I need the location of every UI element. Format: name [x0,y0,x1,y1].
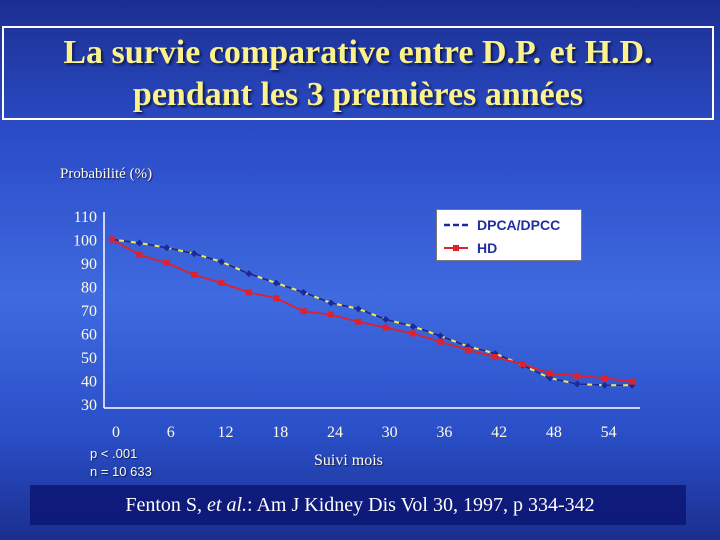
sample-size-note: n = 10 633 [90,464,152,479]
series-line-hd [111,238,633,383]
data-point-dpca-8 [327,299,335,307]
citation-authors: Fenton S, [125,494,208,516]
data-point-dpca-12 [436,332,444,340]
series-line-dpca-base [111,238,632,387]
x-tick-label-36: 36 [436,424,452,441]
citation-rest: : Am J Kidney Dis Vol 30, 1997, p 334-34… [247,494,595,516]
x-tick-label-24: 24 [327,424,343,441]
data-point-hd-10 [382,324,389,331]
data-point-dpca-6 [272,279,280,287]
data-point-hd-2 [163,260,170,266]
y-tick-label-80: 80 [81,280,97,297]
slide-title: La survie comparative entre D.P. et H.D.… [2,26,714,120]
y-tick-label-100: 100 [73,233,97,250]
data-point-hd-7 [300,308,307,315]
data-point-hd-11 [410,330,417,337]
data-point-dpca-4 [217,258,225,266]
y-axis-label: Probabilité (%) [60,166,153,182]
data-point-dpca-3 [190,250,198,258]
legend-item-dpca: DPCA/DPCC [443,215,560,235]
legend-label-hd: HD [477,240,498,256]
x-axis-label: Suivi mois [314,452,383,469]
data-point-hd-17 [574,372,581,379]
data-point-hd-15 [519,361,526,368]
x-tick-label-0: 0 [112,424,120,441]
data-point-hd-5 [245,289,252,296]
series-line-dpca [111,238,632,387]
x-tick-label-48: 48 [546,424,562,441]
data-point-dpca-10 [382,315,390,323]
citation-etal: et al. [207,494,248,516]
data-point-dpca-7 [300,288,308,296]
title-line-2: pendant les 3 premières années [132,76,584,113]
data-point-hd-18 [601,375,608,382]
legend-label-dpca: DPCA/DPCC [477,217,561,233]
data-point-hd-19 [629,378,635,385]
data-point-dpca-11 [409,322,417,330]
legend-item-hd: HD [443,238,497,258]
y-tick-label-90: 90 [81,256,97,273]
y-tick-label-30: 30 [81,397,97,414]
footer-bar [30,485,686,525]
p-value-note: p < .001 [90,446,138,461]
data-point-dpca-5 [245,270,253,278]
data-point-hd-0 [109,236,115,243]
x-tick-label-6: 6 [167,424,175,441]
y-tick-label-110: 110 [74,209,97,226]
x-tick-label-42: 42 [491,424,507,441]
legend-swatch-hd [444,245,468,251]
y-tick-label-50: 50 [81,350,97,367]
y-tick-label-70: 70 [81,303,97,320]
data-point-hd-14 [492,354,499,360]
data-point-dpca-1 [135,239,143,247]
x-tick-label-30: 30 [382,424,398,441]
y-tick-label-40: 40 [81,374,97,391]
data-point-hd-8 [327,311,334,318]
y-tick-label-60: 60 [81,327,97,344]
data-point-hd-6 [273,295,280,302]
x-tick-label-18: 18 [272,424,288,441]
data-point-hd-13 [464,346,471,353]
data-point-dpca-17 [573,380,581,388]
title-line-1: La survie comparative entre D.P. et H.D. [63,34,653,71]
data-point-hd-4 [218,279,225,286]
x-tick-label-12: 12 [217,424,233,441]
citation: Fenton S, et al.: Am J Kidney Dis Vol 30… [0,494,720,517]
data-point-hd-12 [437,338,444,345]
chart-legend: DPCA/DPCC HD [436,209,582,261]
data-point-hd-9 [355,318,362,325]
x-tick-label-54: 54 [601,424,617,441]
data-point-hd-1 [136,251,143,258]
data-point-dpca-2 [163,244,171,252]
legend-swatch-dpca [444,223,468,227]
data-point-dpca-9 [354,305,362,313]
data-point-dpca-18 [601,381,609,389]
data-point-hd-16 [546,370,553,377]
data-point-hd-3 [191,271,198,278]
